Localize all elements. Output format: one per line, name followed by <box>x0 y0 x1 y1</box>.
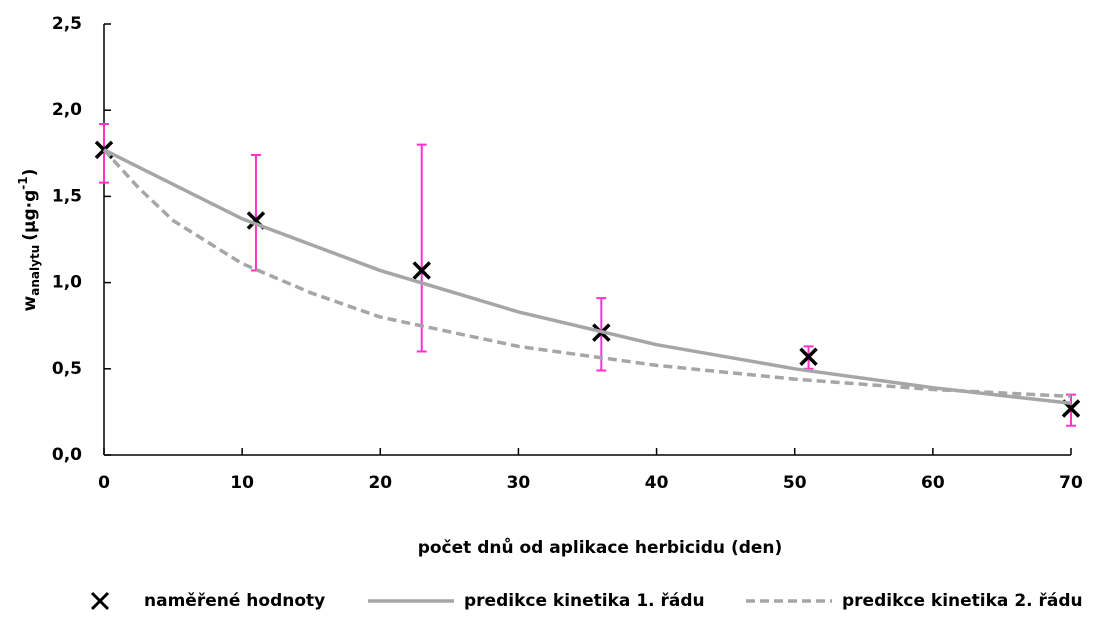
y-axis-label: wanalytu (µg·g-1) <box>16 169 42 312</box>
data-point <box>412 261 431 280</box>
x-tick-label: 30 <box>507 473 531 493</box>
legend-label: predikce kinetika 2. řádu <box>842 591 1083 611</box>
x-axis-label: počet dnů od aplikace herbicidu (den) <box>418 536 783 558</box>
x-tick-label: 60 <box>921 473 945 493</box>
x-tick-label: 0 <box>98 473 110 493</box>
legend-label: predikce kinetika 1. řádu <box>464 591 705 611</box>
x-tick-label: 70 <box>1059 473 1083 493</box>
legend-label: naměřené hodnoty <box>144 591 325 611</box>
x-tick-label: 50 <box>783 473 807 493</box>
y-label-sub: analytu <box>28 245 42 296</box>
x-tick-label: 10 <box>230 473 254 493</box>
y-tick-label: 1,5 <box>52 186 82 206</box>
y-label-unit: (µg·g <box>20 190 40 241</box>
x-tick-label: 20 <box>368 473 392 493</box>
y-tick-label: 2,0 <box>52 100 82 120</box>
y-label-base: w <box>20 295 40 311</box>
y-label-sup: -1 <box>16 176 30 189</box>
data-point <box>799 347 818 366</box>
error-bar <box>99 122 109 184</box>
y-tick-label: 0,0 <box>52 445 82 465</box>
prediction-line <box>102 148 1072 399</box>
x-tick-label: 40 <box>645 473 669 493</box>
legend-marker <box>90 591 110 611</box>
error-bar <box>250 154 261 272</box>
y-tick-label: 0,5 <box>52 359 82 379</box>
y-tick-label: 2,5 <box>52 14 82 34</box>
y-tick-label: 1,0 <box>52 273 82 293</box>
prediction-line <box>103 148 1072 406</box>
y-label-close: ) <box>20 169 40 177</box>
error-bar <box>416 143 427 353</box>
